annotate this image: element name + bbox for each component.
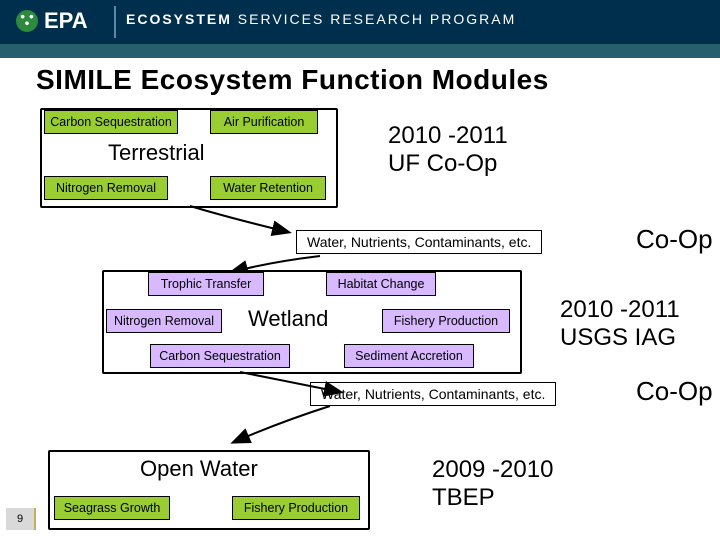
box-trophic-transfer: Trophic Transfer: [148, 272, 264, 296]
page-number: 9: [6, 508, 36, 530]
box-air-purification: Air Purification: [210, 110, 318, 134]
wetland-tag: 2010 -2011 USGS IAG: [560, 296, 680, 352]
terrestrial-tag: 2010 -2011 UF Co-Op: [388, 122, 508, 178]
header-program-rest: SERVICES RESEARCH PROGRAM: [232, 11, 516, 27]
box-sediment-accretion: Sediment Accretion: [344, 344, 474, 368]
arrow-flow-to-openwater: [220, 402, 350, 454]
box-water-retention: Water Retention: [210, 176, 326, 200]
box-nitrogen-removal-2: Nitrogen Removal: [106, 309, 222, 333]
slide: EPA ECOSYSTEM SERVICES RESEARCH PROGRAM …: [0, 0, 720, 540]
page-title: SIMILE Ecosystem Function Modules: [36, 64, 549, 96]
box-fishery-production-1: Fishery Production: [382, 309, 510, 333]
terrestrial-label: Terrestrial: [108, 140, 205, 166]
header-program-text: ECOSYSTEM SERVICES RESEARCH PROGRAM: [126, 12, 516, 26]
wetland-label: Wetland: [248, 306, 328, 332]
flow-banner-1: Water, Nutrients, Contaminants, etc.: [296, 230, 542, 254]
box-seagrass-growth: Seagrass Growth: [54, 496, 170, 520]
header-program-em: ECOSYSTEM: [126, 11, 232, 27]
openwater-label: Open Water: [140, 456, 258, 482]
epa-logo-text: EPA: [44, 8, 88, 34]
epa-flower-icon: [16, 10, 38, 32]
box-habitat-change: Habitat Change: [326, 272, 436, 296]
box-fishery-production-2: Fishery Production: [232, 496, 360, 520]
header-sub-bar: [0, 44, 720, 58]
coop-label-1: Co-Op: [636, 224, 713, 255]
epa-logo: EPA: [16, 8, 88, 34]
flow-banner-2: Water, Nutrients, Contaminants, etc.: [310, 382, 556, 406]
coop-label-2: Co-Op: [636, 376, 713, 407]
box-carbon-sequestration-2: Carbon Sequestration: [150, 344, 290, 368]
box-carbon-sequestration: Carbon Sequestration: [44, 110, 178, 134]
box-nitrogen-removal-1: Nitrogen Removal: [44, 176, 168, 200]
openwater-tag: 2009 -2010 TBEP: [432, 456, 553, 512]
header-separator: [114, 6, 116, 38]
